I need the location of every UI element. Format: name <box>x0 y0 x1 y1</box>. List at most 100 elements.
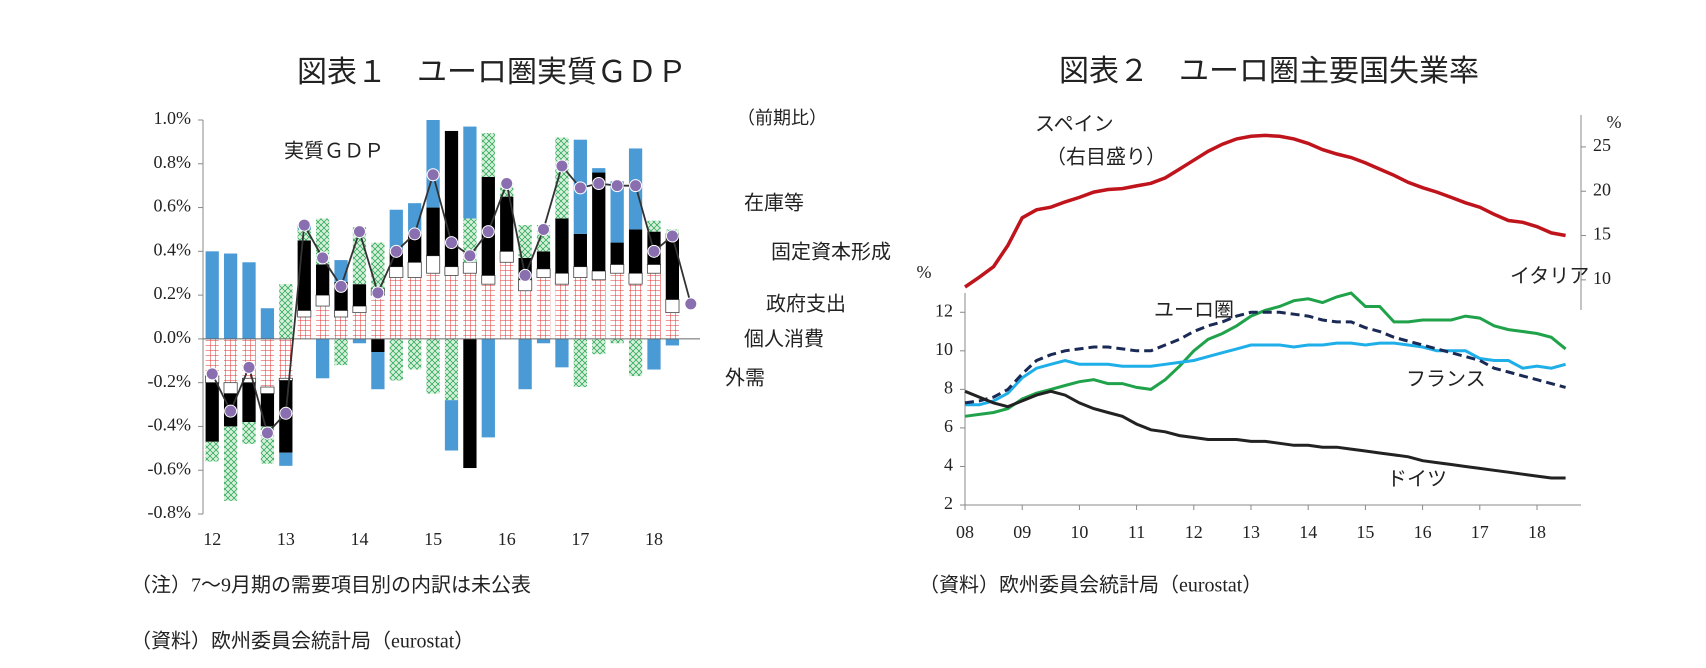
bar-segment <box>500 262 514 339</box>
bar-segment <box>205 382 219 442</box>
series-label: 固定資本形成 <box>771 241 891 264</box>
bar-segment <box>352 312 367 339</box>
bar-segment <box>389 338 403 381</box>
bar-segment <box>573 266 588 278</box>
gdp-point <box>242 360 256 374</box>
bar-segment <box>536 268 551 279</box>
bar-segment <box>408 277 422 339</box>
bar-segment <box>444 400 459 451</box>
y-tick-label: 0.6% <box>154 196 192 216</box>
bar-segment <box>334 310 349 318</box>
bar-segment <box>389 209 403 250</box>
bar-segment <box>371 338 385 353</box>
x-tick-label: 18 <box>645 529 663 549</box>
y-tick-label: 2 <box>944 493 953 513</box>
series-label: 在庫等 <box>744 192 804 215</box>
series-line <box>964 133 1566 289</box>
x-tick-label: 12 <box>1185 522 1203 542</box>
y2-unit: % <box>1607 112 1622 132</box>
gdp-point <box>592 176 606 190</box>
x-tick-label: 13 <box>277 529 295 549</box>
bar-segment <box>591 270 606 281</box>
bar-segment <box>481 275 496 285</box>
bar-segment <box>481 338 495 438</box>
gdp-point <box>316 251 330 265</box>
gdp-point <box>389 244 403 258</box>
series-label: ユーロ圏 <box>1154 300 1234 322</box>
series-label: スペイン <box>1035 114 1114 136</box>
x-tick-label: 17 <box>571 529 589 549</box>
bar-segment <box>371 352 385 390</box>
bar-segment <box>444 275 459 339</box>
bar-segment <box>610 338 624 344</box>
bar-segment <box>223 426 238 501</box>
bar-segment <box>297 317 311 339</box>
x-tick-label: 10 <box>1070 522 1088 542</box>
gdp-point <box>260 426 274 440</box>
x-tick-label: 13 <box>1242 522 1260 542</box>
bar-segment <box>647 338 661 370</box>
footnote: （資料）欧州委員会統計局（eurostat） <box>919 574 1262 597</box>
bar-segment <box>481 133 495 177</box>
x-tick-label: 16 <box>498 529 516 549</box>
bar-segment <box>352 284 367 307</box>
bar-segment <box>462 261 477 274</box>
y-tick-label: 1.0% <box>154 108 192 128</box>
y2-tick-label: 25 <box>1593 135 1611 155</box>
gdp-point <box>500 176 514 190</box>
bar-segment <box>592 168 606 173</box>
bar-segment <box>628 284 643 339</box>
unit-note: （前期比） <box>737 108 827 128</box>
chart-title: 図表２ ユーロ圏主要国失業率 <box>1059 55 1479 88</box>
y-tick-label: -0.4% <box>148 415 192 435</box>
bar-segment <box>463 126 477 219</box>
bar-segment <box>554 272 569 285</box>
series-label: 外需 <box>725 367 765 390</box>
bar-segment <box>592 172 606 272</box>
gdp-point <box>371 286 385 300</box>
bar-segment <box>426 338 440 394</box>
gdp-point <box>555 159 569 173</box>
y-tick-label: 4 <box>944 455 953 475</box>
gdp-point <box>463 249 477 263</box>
bar-segment <box>665 312 680 339</box>
gdp-point <box>573 181 587 195</box>
series-line <box>964 291 1567 418</box>
bar-segment <box>573 338 587 388</box>
series-label: 個人消費 <box>744 328 824 351</box>
bar-segment <box>628 338 643 377</box>
series-label: イタリア <box>1510 265 1589 288</box>
bar-segment <box>242 262 256 339</box>
gdp-point <box>684 297 698 311</box>
x-tick-label: 14 <box>1299 522 1317 542</box>
gdp-point <box>537 222 551 236</box>
bar-segment <box>389 277 403 339</box>
y2-tick-label: 15 <box>1593 224 1611 244</box>
bar-segment <box>647 220 661 232</box>
bar-segment <box>371 242 385 289</box>
series-label: フランス <box>1406 369 1486 391</box>
y-tick-label: 6 <box>944 416 953 436</box>
bar-segment <box>316 306 330 339</box>
bar-segment <box>481 284 495 339</box>
bar-segment <box>223 382 238 395</box>
bar-segment <box>500 196 514 252</box>
x-tick-label: 08 <box>956 522 974 542</box>
bar-segment <box>573 233 587 267</box>
series-line <box>965 341 1566 407</box>
bar-segment <box>518 290 532 339</box>
bar-segment <box>352 338 367 344</box>
x-tick-label: 17 <box>1471 522 1489 542</box>
bar-segment <box>555 284 569 339</box>
y-tick-label: 0.0% <box>154 327 192 347</box>
bar-segment <box>279 284 293 339</box>
bar-segment <box>205 338 219 377</box>
bar-segment <box>463 273 477 339</box>
series-line <box>964 310 1566 405</box>
y-tick-label: 8 <box>944 377 953 397</box>
bar-segment <box>555 338 569 368</box>
series-label: 実質ＧＤＰ <box>284 140 384 163</box>
bar-segment <box>279 452 293 466</box>
bar-segment <box>278 377 293 381</box>
